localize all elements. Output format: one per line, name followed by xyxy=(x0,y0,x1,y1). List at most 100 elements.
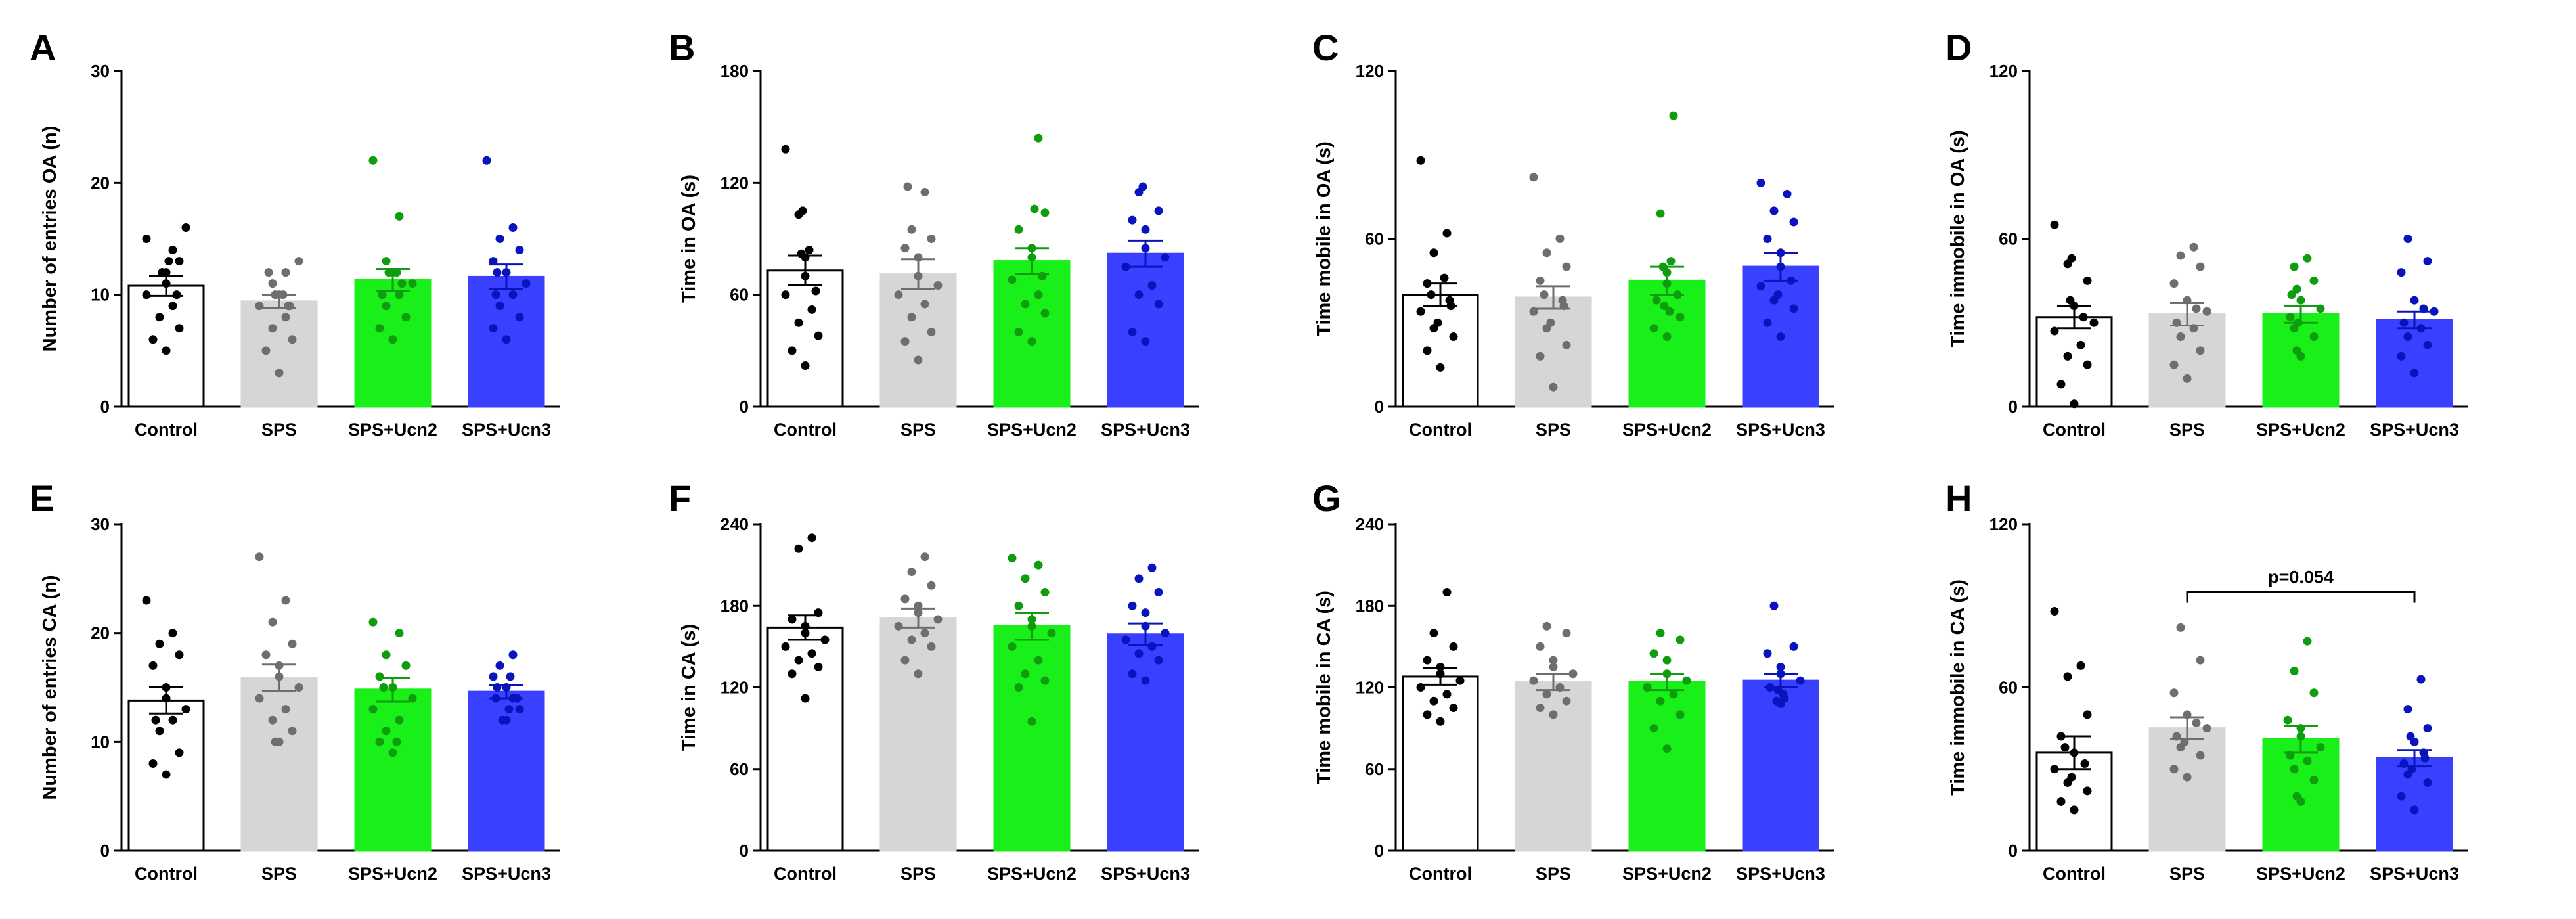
data-point xyxy=(142,596,151,605)
data-point xyxy=(175,748,184,757)
data-point xyxy=(814,662,823,671)
data-point xyxy=(1455,676,1465,685)
data-point xyxy=(914,355,923,365)
data-point xyxy=(907,635,916,644)
data-point xyxy=(914,669,923,679)
data-point xyxy=(2403,705,2412,714)
data-point xyxy=(907,225,916,234)
data-point xyxy=(2050,607,2059,616)
data-point xyxy=(907,567,916,576)
data-point xyxy=(1034,133,1043,143)
bar-sps xyxy=(2148,727,2226,852)
data-point xyxy=(1027,621,1036,631)
data-point xyxy=(914,601,923,610)
y-tick-label: 120 xyxy=(1989,514,2018,534)
bar-control xyxy=(766,626,844,852)
data-point xyxy=(1436,669,1445,679)
y-tick-label: 0 xyxy=(2009,841,2018,861)
y-tick-label: 60 xyxy=(730,759,749,779)
data-point xyxy=(2286,751,2295,760)
data-point xyxy=(1662,669,1672,679)
bar-sps xyxy=(2148,313,2226,408)
data-point xyxy=(2283,715,2292,725)
data-point xyxy=(2056,380,2066,389)
data-point xyxy=(508,290,518,300)
data-point xyxy=(1021,574,1030,583)
data-point xyxy=(1433,318,1442,327)
data-point xyxy=(1562,262,1571,271)
data-point xyxy=(1040,588,1050,597)
data-point xyxy=(1047,629,1056,638)
data-point xyxy=(515,246,524,255)
data-point xyxy=(1529,676,1538,685)
category-label: SPS+Ucn3 xyxy=(1101,864,1190,884)
data-point xyxy=(1796,676,1805,685)
data-point xyxy=(807,649,816,658)
bar-sps-ucn3 xyxy=(2376,757,2453,852)
category-label: SPS xyxy=(2169,864,2205,884)
data-point xyxy=(1141,608,1150,617)
data-point xyxy=(2196,751,2205,760)
data-point xyxy=(2290,765,2299,774)
data-point xyxy=(384,268,393,277)
data-point xyxy=(2070,399,2079,409)
data-point xyxy=(1669,690,1678,699)
data-point xyxy=(275,672,284,681)
data-point xyxy=(2183,773,2192,782)
data-point xyxy=(2192,718,2201,727)
data-point xyxy=(2176,623,2185,632)
data-point xyxy=(920,552,929,562)
data-point xyxy=(1442,588,1452,597)
data-point xyxy=(1787,276,1796,285)
bar-sps xyxy=(240,677,318,852)
data-point xyxy=(900,594,910,604)
y-tick-label: 120 xyxy=(721,678,749,698)
data-point xyxy=(1549,656,1558,665)
data-point xyxy=(2169,360,2179,369)
data-point xyxy=(788,669,797,679)
data-point xyxy=(482,156,491,165)
panel-letter: A xyxy=(30,27,56,68)
data-point xyxy=(1542,621,1551,631)
data-point xyxy=(2063,351,2072,361)
data-point xyxy=(2309,688,2319,698)
data-point xyxy=(1154,588,1163,597)
data-point xyxy=(168,302,177,311)
data-point xyxy=(275,369,284,378)
bar-sps-ucn3 xyxy=(2376,319,2453,408)
data-point xyxy=(2056,732,2066,741)
bar-sps-ucn3 xyxy=(1107,633,1184,852)
data-point xyxy=(2410,805,2419,815)
data-point xyxy=(502,268,511,277)
data-point xyxy=(1549,382,1558,392)
data-point xyxy=(1549,662,1558,671)
data-point xyxy=(914,608,923,617)
data-point xyxy=(268,715,277,725)
data-point xyxy=(1030,204,1039,213)
data-point xyxy=(2294,318,2303,327)
data-point xyxy=(1568,669,1578,679)
data-point xyxy=(522,279,531,288)
data-point xyxy=(2176,332,2185,342)
data-point xyxy=(508,650,518,660)
data-point xyxy=(900,656,910,665)
data-point xyxy=(781,290,790,300)
data-point xyxy=(392,737,401,746)
data-point xyxy=(2196,656,2205,665)
data-point xyxy=(395,290,404,300)
bar-control xyxy=(1402,294,1479,408)
data-point xyxy=(1789,304,1798,313)
data-point xyxy=(1014,601,1023,610)
data-point xyxy=(2423,778,2432,787)
data-point xyxy=(268,617,277,627)
data-point xyxy=(158,268,167,277)
data-point xyxy=(2183,374,2192,383)
data-point xyxy=(1542,248,1551,258)
data-point xyxy=(1536,276,1545,285)
data-point xyxy=(1128,327,1137,336)
data-point xyxy=(1128,215,1137,225)
data-point xyxy=(1436,363,1445,372)
data-point xyxy=(168,715,177,725)
data-point xyxy=(493,268,502,277)
data-point xyxy=(1445,296,1454,305)
